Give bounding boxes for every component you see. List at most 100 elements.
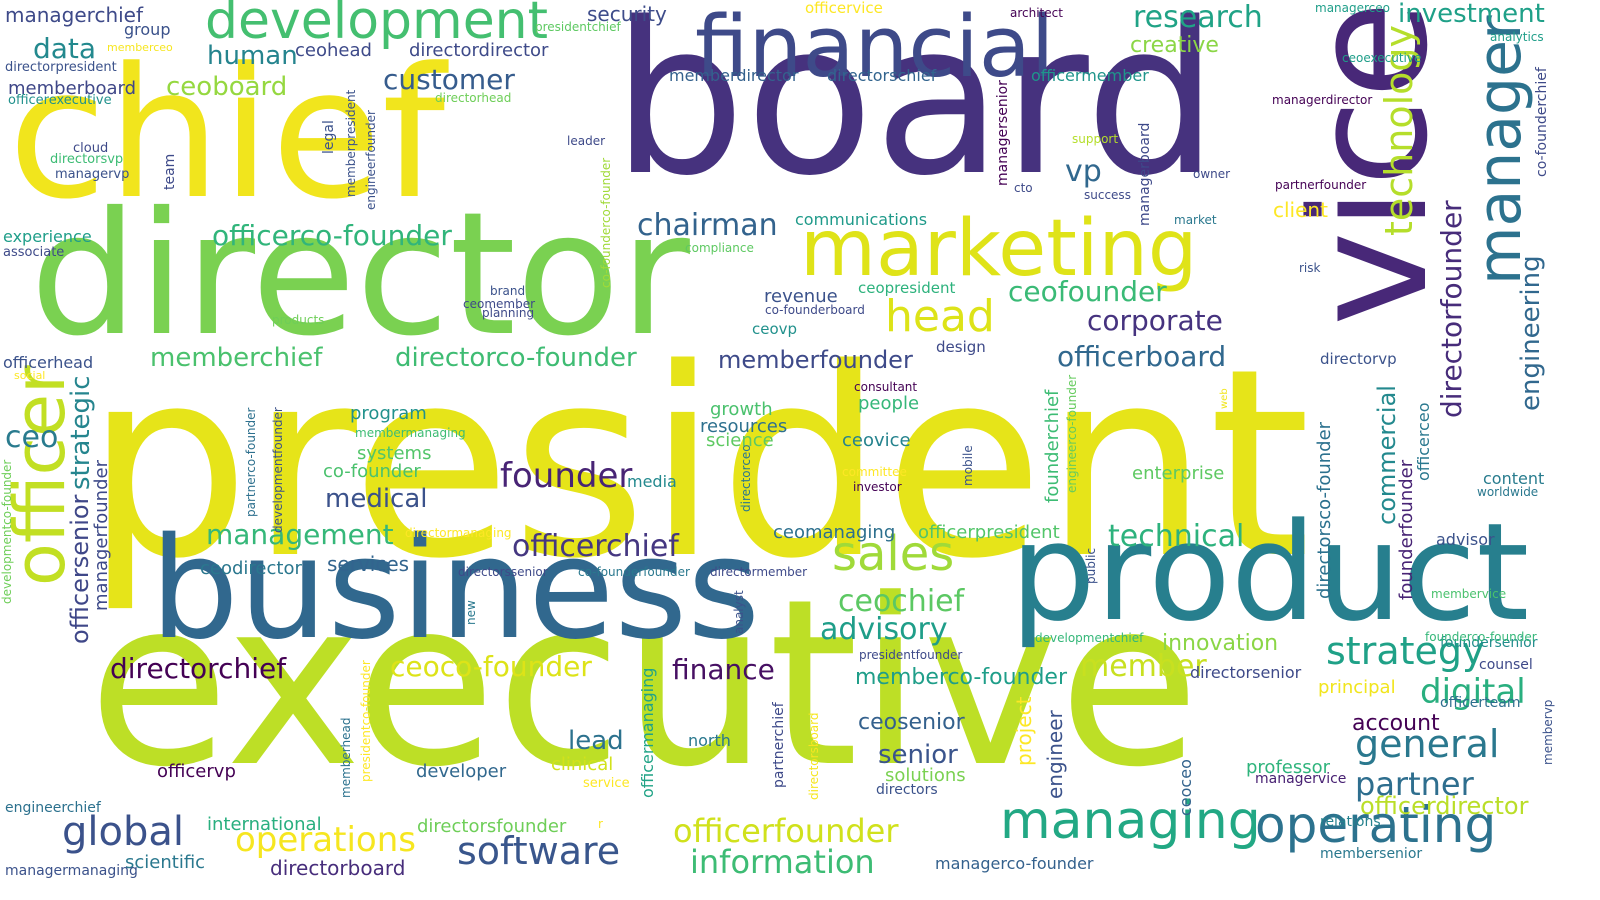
word-innovation: innovation — [1162, 631, 1279, 656]
word-international: international — [207, 814, 322, 835]
word-risk: risk — [1299, 261, 1321, 275]
word-scientific: scientific — [125, 852, 206, 873]
word-web: web — [1219, 388, 1230, 409]
word-revenue: revenue — [764, 286, 838, 307]
word-directorco-founder: directorco-founder — [395, 343, 637, 373]
word-service: service — [583, 776, 630, 791]
word-finance: finance — [672, 653, 775, 686]
word-management: management — [206, 518, 394, 551]
word-partnerco-founder: partnerco-founder — [244, 407, 258, 517]
word-directorvp: directorvp — [1320, 350, 1397, 368]
word-foundersenior: foundersenior — [1440, 635, 1538, 651]
word-developmentco-founder: developmentco-founder — [0, 459, 14, 604]
word-officerceo: officerceo — [1414, 402, 1433, 481]
word-directorsenior: directorsenior — [1190, 663, 1302, 682]
word-developmentfounder: developmentfounder — [271, 407, 285, 533]
word-directorsboard: directorsboard — [807, 712, 821, 801]
word-memberchief: memberchief — [150, 343, 323, 373]
word-cloud: cloud — [73, 141, 109, 156]
word-partner: partner — [1355, 765, 1474, 803]
word-human: human — [207, 41, 298, 71]
word-presidentchief: presidentchief — [535, 20, 621, 34]
word-team: team — [162, 153, 178, 190]
word-information: information — [690, 843, 875, 881]
word-client: client — [1273, 198, 1328, 222]
word-customer: customer — [383, 63, 515, 96]
word-officervice: officervice — [805, 0, 883, 17]
word-officer: officer — [0, 365, 81, 586]
word-planning: planning — [482, 306, 535, 320]
word-managerchief: managerchief — [5, 3, 144, 27]
word-directorsvp: directorsvp — [50, 152, 124, 167]
word-enterprise: enterprise — [1132, 463, 1225, 484]
word-support: support — [1072, 132, 1119, 146]
word-growth: growth — [710, 399, 773, 420]
word-legal: legal — [321, 120, 337, 154]
word-director: director — [30, 176, 690, 374]
word-managervice: managervice — [1255, 771, 1347, 787]
word-vice: vice — [1276, 0, 1463, 326]
word-professor: professor — [1246, 757, 1331, 778]
word-officerexecutive: officerexecutive — [8, 93, 112, 108]
word-mobile: mobile — [961, 445, 975, 486]
word-ceosenior: ceosenior — [858, 710, 965, 735]
word-president: president — [85, 314, 1311, 616]
word-sales: sales — [832, 526, 955, 582]
word-advisory: advisory — [820, 612, 948, 647]
word-managersenior: managersenior — [995, 80, 1011, 186]
word-membermanaging: membermanaging — [355, 426, 466, 440]
word-r: r — [598, 817, 603, 831]
word-co-founder: co-founder — [323, 461, 421, 482]
word-solutions: solutions — [885, 765, 966, 786]
word-ceomember: ceomember — [463, 297, 536, 311]
word-engineerchief: engineerchief — [5, 800, 101, 816]
word-compliance: compliance — [685, 241, 754, 255]
word-principal: principal — [1318, 677, 1396, 698]
word-strategy: strategy — [1326, 629, 1485, 673]
word-counsel: counsel — [1479, 657, 1533, 673]
word-co-founderfounder: co-founderfounder — [578, 565, 690, 579]
word-officerfounder: officerfounder — [673, 812, 899, 850]
word-presidentco-founder: presidentco-founder — [359, 660, 373, 782]
word-membervice: membervice — [1431, 587, 1507, 601]
word-membervp: membervp — [1541, 699, 1555, 765]
word-development: development — [205, 0, 549, 51]
word-engineering: engineering — [1516, 255, 1546, 411]
word-engineerfounder: engineerfounder — [364, 110, 378, 210]
word-business: business — [150, 508, 761, 671]
word-committee: committee — [842, 465, 907, 479]
word-developmentchief: developmentchief — [1035, 631, 1144, 645]
word-ceomanaging: ceomanaging — [773, 522, 896, 543]
word-managerceo: managerceo — [1315, 1, 1390, 15]
word-lead: lead — [568, 726, 624, 756]
word-analytics: analytics — [1490, 30, 1544, 44]
word-systems: systems — [357, 443, 432, 464]
word-corporate: corporate — [1087, 304, 1223, 337]
word-analyst: analyst — [732, 590, 746, 634]
word-account: account — [1352, 711, 1440, 736]
word-ceoboard: ceoboard — [166, 72, 288, 102]
word-co-founderboard: co-founderboard — [765, 303, 865, 317]
word-medical: medical — [325, 484, 428, 514]
word-new: new — [464, 600, 478, 625]
word-investment: investment — [1398, 0, 1545, 29]
word-officerpresident: officerpresident — [918, 522, 1060, 543]
word-security: security — [587, 2, 667, 26]
word-ceovp: ceovp — [752, 320, 798, 338]
word-membersenior: membersenior — [1320, 846, 1423, 862]
word-founder: founder — [500, 456, 633, 496]
word-products: products — [272, 313, 325, 327]
word-owner: owner — [1193, 167, 1231, 181]
word-vp: vp — [1065, 154, 1102, 189]
word-research: research — [1133, 0, 1263, 35]
word-technical: technical — [1108, 519, 1245, 554]
word-officerhead: officerhead — [3, 353, 94, 372]
word-consultant: consultant — [854, 380, 918, 394]
word-digital: digital — [1420, 672, 1526, 712]
word-ceo: ceo — [5, 420, 59, 455]
word-partnerfounder: partnerfounder — [1275, 178, 1367, 192]
word-directordirector: directordirector — [409, 40, 549, 61]
word-senior: senior — [878, 740, 958, 770]
word-officerboard: officerboard — [1057, 340, 1227, 373]
